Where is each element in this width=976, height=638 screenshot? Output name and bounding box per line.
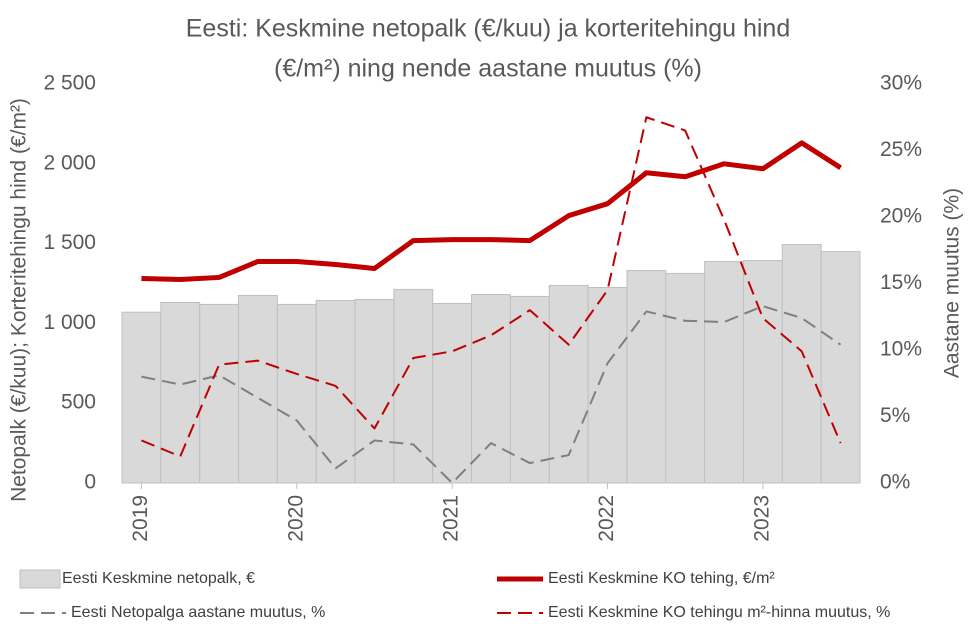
bar [548,284,589,484]
x-tick-label: 2020 [284,495,307,542]
legend-swatch [19,569,61,589]
bar [509,295,550,484]
bar [315,299,356,484]
bar [665,272,706,484]
bar [704,260,744,484]
y2-tick-label: 5% [880,404,910,427]
y2-tick-label: 30% [880,72,922,95]
y2-tick-label: 10% [880,338,922,361]
x-tick-label: 2022 [595,495,618,542]
x-tick-label: 2019 [129,495,152,542]
bar [160,301,201,484]
bar [354,298,395,484]
y-tick-label: 1 000 [43,311,96,334]
bar [199,303,240,484]
y-axis-label: Netopalk (€/kuu); Korteritehingu hind (€… [8,98,31,502]
x-tick-label: 2021 [440,495,463,542]
bar [820,251,861,484]
y-tick-label: 2 000 [43,151,96,174]
y2-tick-label: 25% [880,138,922,161]
bar [276,303,317,484]
legend-label: Eesti Keskmine KO tehingu m²-hinna muutu… [548,604,890,621]
y-tick-label: 500 [61,391,96,414]
chart-title: (€/m²) ning nende aastane muutus (%) [274,55,702,83]
bar [781,244,822,484]
y2-tick-label: 15% [880,271,922,294]
bar [626,270,667,484]
line [141,140,842,283]
bar [393,288,434,484]
legend-label: Eesti Keskmine KO tehing, €/m² [548,570,775,587]
y-tick-label: 1 500 [43,231,96,254]
bar [121,311,162,484]
bar [471,294,511,484]
y-tick-label: 0 [84,471,96,494]
y2-tick-label: 20% [880,205,922,228]
y2-axis-label: Aastane muutus (%) [941,188,964,378]
legend-label: Eesti Keskmine netopalk, € [62,570,255,587]
line [141,116,842,458]
line [141,305,842,484]
bar [587,286,628,484]
bar [432,302,473,484]
bar [742,260,783,484]
y2-tick-label: 0% [880,471,910,494]
y-tick-label: 2 500 [43,72,96,95]
chart-title: Eesti: Keskmine netopalk (€/kuu) ja kort… [186,15,791,43]
x-tick-label: 2023 [750,495,773,542]
legend-label: Eesti Netopalga aastane muutus, % [71,604,325,621]
